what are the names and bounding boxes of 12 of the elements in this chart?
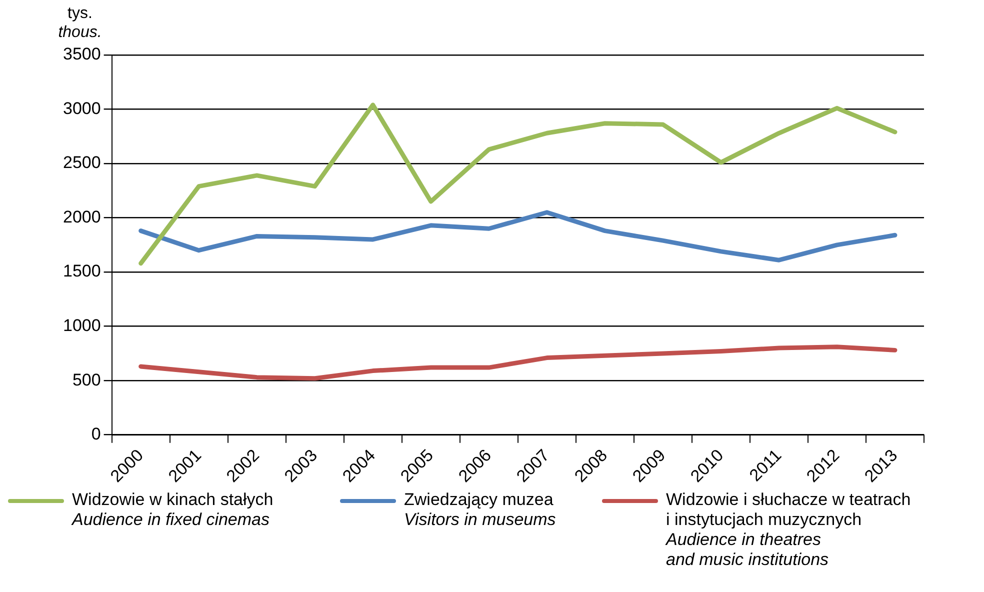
y-tick-label: 1000 [62, 316, 101, 335]
y-tick-label: 0 [91, 424, 101, 444]
y-tick-label: 3500 [62, 44, 101, 64]
y-tick-label: 2000 [62, 207, 101, 226]
y-tick-label: 3000 [62, 98, 101, 118]
y-tick-label: 2500 [62, 153, 101, 172]
y-tick-label: 1500 [62, 262, 101, 281]
legend-label: Zwiedzający muzea Visitors in museums [404, 490, 556, 530]
y-axis-title: tys. thous. [57, 4, 103, 42]
legend-label: Widzowie i słuchacze w teatrach i instytucjach muzycznych Audience in theatres and music institutions [666, 490, 911, 570]
y-tick-label: 500 [72, 370, 101, 390]
legend-label: Widzowie w kinach stałych Audience in fixed cinemas [72, 490, 274, 530]
